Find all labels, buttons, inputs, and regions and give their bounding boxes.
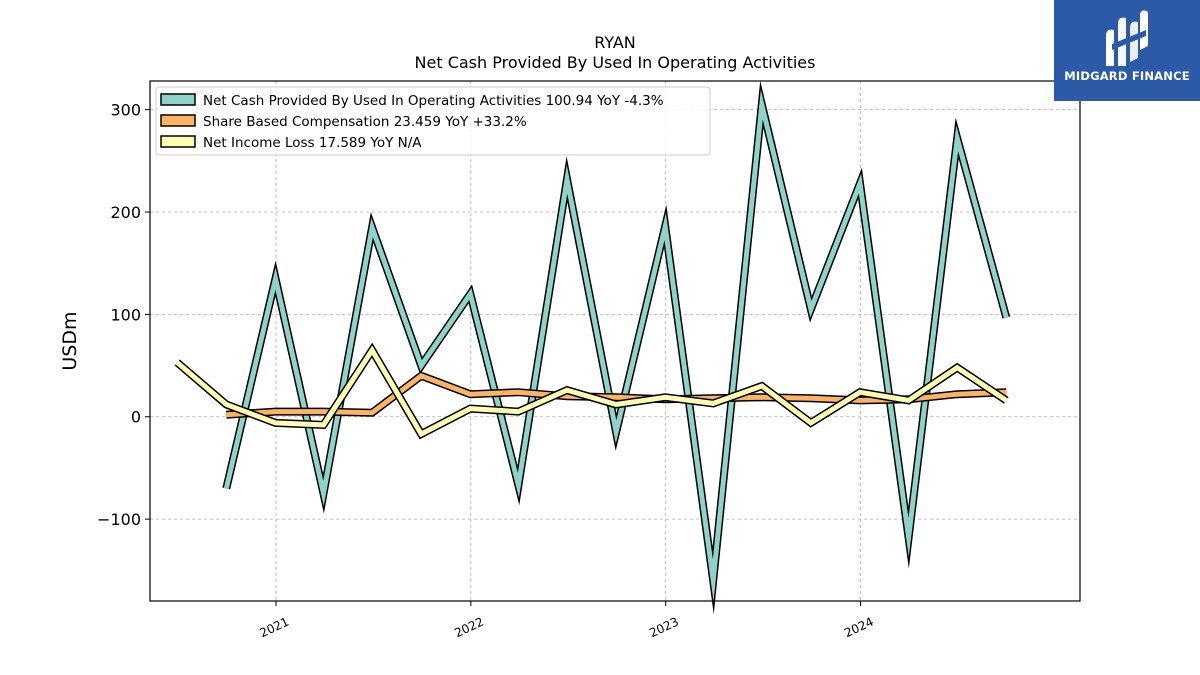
series-0 xyxy=(222,80,1011,615)
logo-text: MIDGARD FINANCE xyxy=(1064,69,1190,83)
x-axis: 2021 2022 2023 2024 xyxy=(258,601,876,640)
series-line xyxy=(226,372,1007,418)
legend-swatch xyxy=(160,93,196,106)
legend-swatch xyxy=(160,135,196,148)
chart-title: RYAN xyxy=(594,33,636,52)
y-tick-label: 0 xyxy=(131,408,141,427)
x-tick-label: 2021 xyxy=(258,615,292,641)
y-tick-label: 100 xyxy=(110,305,141,324)
series-1 xyxy=(226,371,1007,419)
midgard-finance-logo: MIDGARD FINANCE xyxy=(1054,0,1200,101)
y-tick-label: 200 xyxy=(110,203,141,222)
series-line xyxy=(223,89,1009,602)
x-tick-label: 2022 xyxy=(452,615,486,641)
x-tick-label: 2024 xyxy=(842,615,876,641)
chart-subtitle: Net Cash Provided By Used In Operating A… xyxy=(415,53,816,72)
series-line-outline xyxy=(222,80,1011,615)
legend: Net Cash Provided By Used In Operating A… xyxy=(155,86,711,156)
plot-frame xyxy=(149,80,1081,602)
series-line xyxy=(175,345,1008,438)
y-axis: −100 0 100 200 300 xyxy=(97,101,150,529)
y-tick-label: 300 xyxy=(110,101,141,120)
legend-swatch xyxy=(160,114,196,127)
y-axis-label: USDm xyxy=(59,311,81,370)
logo-mark-icon xyxy=(1106,10,1148,67)
series-layer xyxy=(174,80,1011,615)
legend-box xyxy=(155,86,711,156)
legend-label: Net Income Loss 17.589 YoY N/A xyxy=(203,135,422,151)
legend-label: Net Cash Provided By Used In Operating A… xyxy=(203,93,664,109)
legend-label: Share Based Compensation 23.459 YoY +33.… xyxy=(203,114,527,130)
x-tick-label: 2023 xyxy=(647,615,681,641)
y-tick-label: −100 xyxy=(97,510,141,529)
series-2 xyxy=(174,342,1009,440)
